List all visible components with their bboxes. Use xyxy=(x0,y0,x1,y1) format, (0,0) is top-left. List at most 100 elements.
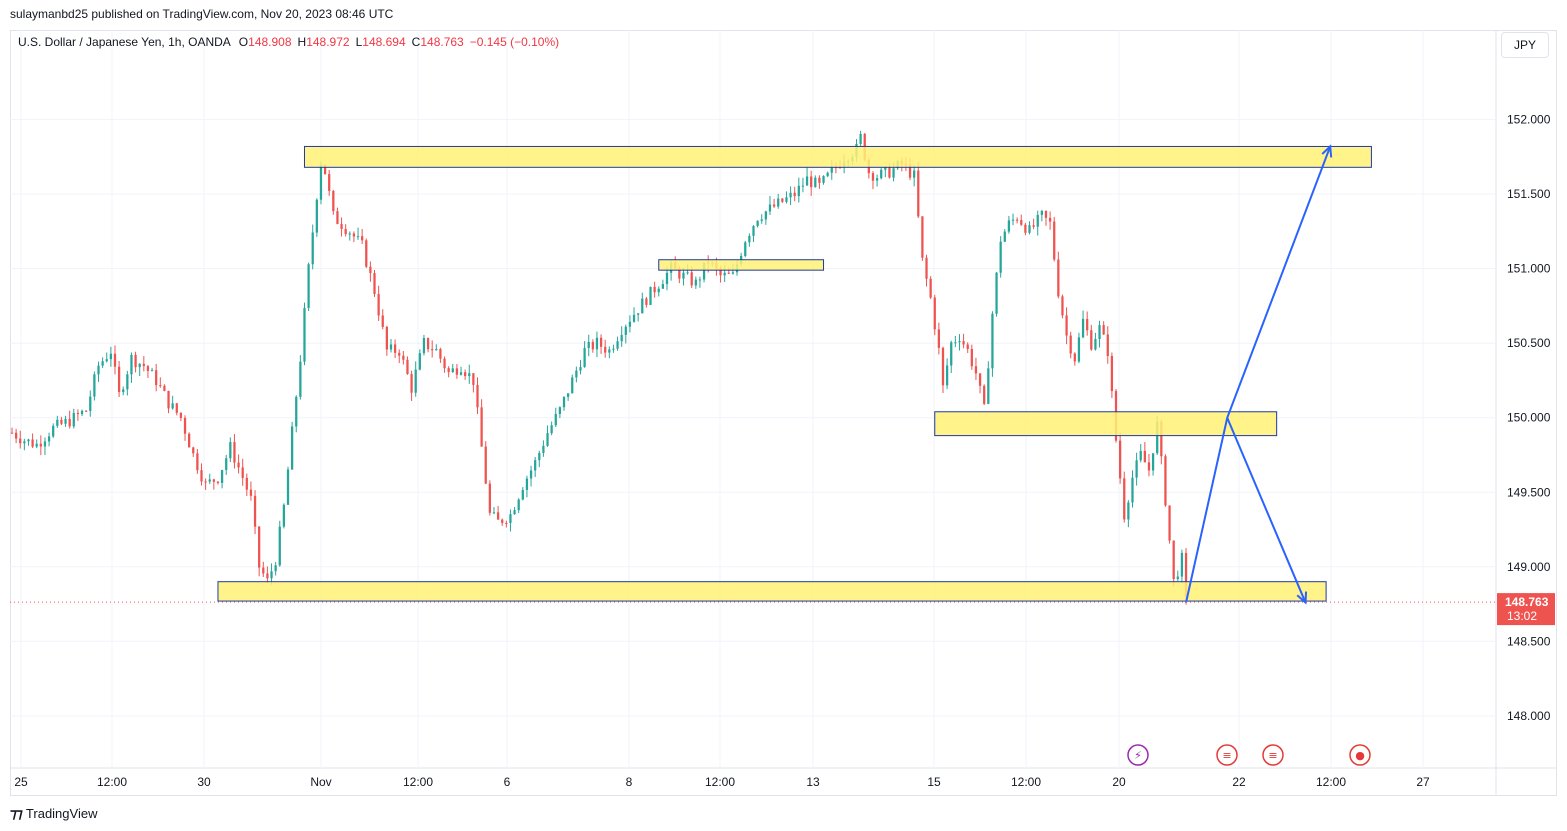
candle-body xyxy=(476,384,479,408)
time-tick-label: 8 xyxy=(626,775,633,789)
candle-body xyxy=(344,228,347,235)
time-tick-label: 12:00 xyxy=(1011,775,1041,789)
price-zone xyxy=(217,581,1327,602)
candle-body xyxy=(101,361,104,366)
candle-body xyxy=(649,286,652,305)
candle-body xyxy=(1065,315,1068,336)
candle-body xyxy=(888,166,891,178)
candle-body xyxy=(917,170,920,217)
candle-body xyxy=(945,365,949,386)
currency-button[interactable]: JPY xyxy=(1501,32,1549,58)
candle-body xyxy=(307,264,310,308)
candle-body xyxy=(237,462,240,468)
candle-body xyxy=(348,233,351,235)
candle-body xyxy=(1123,478,1126,520)
record-event-icon-glyph: ● xyxy=(1355,749,1365,762)
us-flag-icon-glyph: ≡ xyxy=(1222,749,1231,762)
candle-body xyxy=(47,436,51,442)
candle-body xyxy=(282,504,286,527)
candle-body xyxy=(871,173,875,181)
candle-body xyxy=(789,192,792,198)
candle-body xyxy=(117,366,121,393)
candle-body xyxy=(653,286,656,293)
candle-body xyxy=(1073,353,1076,362)
candle-body xyxy=(665,272,669,285)
candle-body xyxy=(295,396,298,427)
candle-body xyxy=(562,396,566,408)
candle-body xyxy=(299,361,302,397)
candle-body xyxy=(76,412,80,415)
candle-body xyxy=(204,481,207,483)
candle-body xyxy=(566,393,570,397)
price-zone xyxy=(934,411,1278,437)
us-flag-icon-glyph: ≡ xyxy=(1268,749,1277,762)
candle-body xyxy=(1151,453,1155,471)
candle-body xyxy=(97,365,100,375)
candle-body xyxy=(880,169,883,179)
candle-body xyxy=(109,353,112,360)
candle-body xyxy=(484,446,487,484)
candle-body xyxy=(587,341,590,348)
candle-body xyxy=(56,419,59,426)
candle-body xyxy=(455,368,459,375)
time-tick-label: 27 xyxy=(1416,775,1430,789)
lightning-event-icon-glyph: ⚡ xyxy=(1134,749,1142,762)
candle-body xyxy=(892,168,895,178)
price-zone xyxy=(303,145,1372,168)
candle-body xyxy=(175,403,178,413)
candle-body xyxy=(509,514,512,524)
candle-body xyxy=(414,369,417,393)
candle-body xyxy=(1020,220,1023,225)
time-tick-label: 22 xyxy=(1232,775,1246,789)
candle-body xyxy=(760,219,763,221)
candle-body xyxy=(987,368,990,404)
candle-body xyxy=(748,235,751,243)
candle-body xyxy=(1090,330,1093,350)
candle-body xyxy=(179,412,183,418)
candle-body xyxy=(690,272,693,286)
candle-body xyxy=(579,367,582,371)
candle-body xyxy=(1135,460,1138,478)
candle-body xyxy=(641,298,644,314)
candle-body xyxy=(72,412,75,427)
candle-body xyxy=(991,313,994,369)
candle-body xyxy=(1139,450,1142,461)
candle-body xyxy=(35,443,38,447)
candle-body xyxy=(192,447,195,454)
candle-body xyxy=(249,489,253,496)
last-price-label-bg xyxy=(1497,593,1555,626)
candle-body xyxy=(1118,440,1122,479)
candle-body xyxy=(278,526,281,566)
candle-body xyxy=(764,211,767,220)
price-tick-label: 151.500 xyxy=(1507,187,1551,201)
candle-body xyxy=(962,341,965,345)
price-tick-label: 149.500 xyxy=(1507,485,1551,499)
candle-body xyxy=(604,346,607,353)
candle-body xyxy=(529,470,533,479)
candle-body xyxy=(105,359,108,362)
candle-body xyxy=(542,445,545,453)
candle-body xyxy=(319,164,323,200)
candle-body xyxy=(1061,296,1064,316)
candle-body xyxy=(1094,338,1097,350)
candle-body xyxy=(1127,502,1130,520)
candle-body xyxy=(958,341,961,343)
candle-body xyxy=(39,443,42,447)
event-markers: ⚡ ≡ ≡ ● xyxy=(1127,744,1371,766)
candle-body xyxy=(340,223,343,229)
candle-body xyxy=(620,334,623,342)
candle-body xyxy=(241,467,244,478)
low-value: 148.694 xyxy=(362,35,406,49)
countdown-label: 13:02 xyxy=(1507,609,1537,623)
candle-body xyxy=(1028,225,1031,233)
time-tick-label: Nov xyxy=(310,775,331,789)
candle-body xyxy=(694,279,697,286)
candle-body xyxy=(661,284,665,289)
candle-body xyxy=(768,204,772,212)
tradingview-logo[interactable]: ⁊⁊ TradingView xyxy=(10,805,97,822)
candle-body xyxy=(1011,219,1015,221)
candle-body xyxy=(488,483,491,513)
candle-body xyxy=(608,349,611,353)
candle-body xyxy=(1172,540,1175,580)
